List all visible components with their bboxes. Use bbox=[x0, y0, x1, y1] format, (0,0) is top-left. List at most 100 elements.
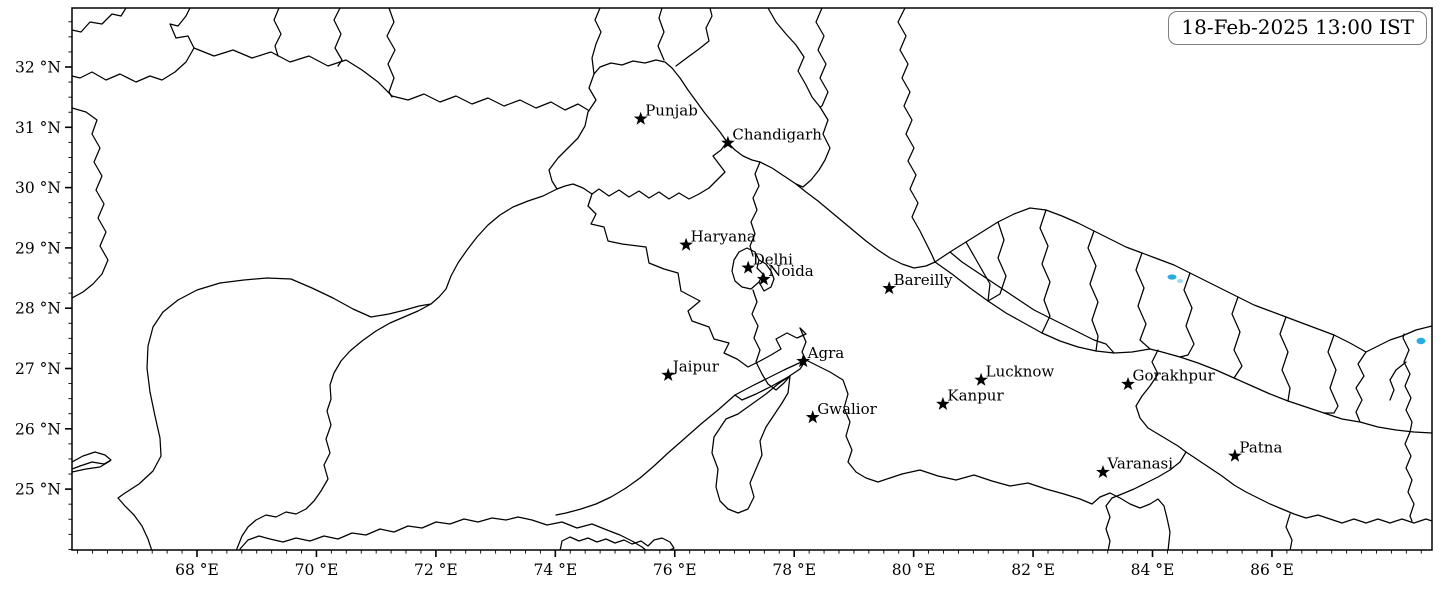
city-label: Gorakhpur bbox=[1133, 367, 1216, 385]
boundary-line bbox=[72, 8, 195, 83]
boundary-line bbox=[117, 282, 221, 550]
city-patna: Patna bbox=[1228, 438, 1282, 462]
boundary-line bbox=[72, 8, 127, 33]
city-marker-star bbox=[633, 111, 648, 125]
x-tick-label: 72 °E bbox=[414, 561, 458, 579]
boundary-line bbox=[386, 8, 396, 98]
city-marker-star bbox=[882, 281, 896, 295]
city-marker-star bbox=[936, 396, 950, 410]
city-bareilly: Bareilly bbox=[882, 271, 953, 295]
city-jaipur: Jaipur bbox=[661, 358, 720, 381]
boundary-line bbox=[1285, 513, 1293, 550]
boundary-line bbox=[726, 141, 761, 163]
city-punjab: Punjab bbox=[633, 101, 698, 125]
x-tick-label: 78 °E bbox=[772, 561, 816, 579]
x-tick-label: 84 °E bbox=[1131, 561, 1175, 579]
boundary-line bbox=[72, 107, 109, 299]
city-haryana: Haryana bbox=[679, 227, 756, 251]
city-marker-star bbox=[974, 372, 988, 386]
city-lucknow: Lucknow bbox=[974, 362, 1054, 386]
boundary-line bbox=[72, 460, 111, 473]
boundary-line bbox=[987, 221, 1007, 302]
city-delhi: Delhi bbox=[741, 250, 793, 274]
boundary-line bbox=[1135, 252, 1151, 350]
city-marker-star bbox=[1121, 377, 1135, 390]
city-label: Kanpur bbox=[947, 387, 1004, 405]
boundary-line bbox=[734, 359, 807, 401]
tick-labels-layer: 68 °E 70 °E 72 °E 74 °E 76 °E 78 °E 80 °E 82 °E… bbox=[15, 59, 1294, 580]
borders-layer bbox=[72, 8, 1432, 550]
city-chandigarh: Chandigarh bbox=[721, 125, 822, 149]
city-label: Gwalior bbox=[817, 400, 877, 418]
city-label: Bareilly bbox=[894, 271, 953, 289]
city-marker-star bbox=[721, 135, 735, 149]
lake bbox=[1416, 337, 1426, 345]
boundary-line bbox=[1355, 351, 1367, 423]
boundary-line bbox=[897, 8, 936, 263]
boundary-line bbox=[949, 251, 1115, 354]
x-tick-label: 82 °E bbox=[1011, 561, 1055, 579]
boundary-line bbox=[758, 259, 775, 292]
city-label: Varanasi bbox=[1106, 455, 1173, 473]
boundary-line bbox=[749, 161, 761, 257]
city-label: Jaipur bbox=[671, 358, 720, 376]
minor-ticks-layer bbox=[68, 21, 1422, 554]
boundary-line bbox=[1404, 431, 1415, 522]
y-tick-label: 28 °N bbox=[15, 300, 61, 318]
boundary-line bbox=[767, 8, 821, 108]
x-tick-label: 74 °E bbox=[533, 561, 577, 579]
y-tick-label: 31 °N bbox=[15, 119, 61, 137]
city-kanpur: Kanpur bbox=[936, 387, 1004, 410]
city-marker-star bbox=[756, 272, 771, 286]
boundary-line bbox=[556, 59, 728, 200]
boundary-line bbox=[1039, 209, 1051, 334]
city-label: Agra bbox=[807, 344, 845, 362]
boundary-line bbox=[1105, 349, 1187, 550]
ticks-layer bbox=[65, 66, 1273, 557]
boundary-line bbox=[239, 516, 647, 550]
boundary-line bbox=[559, 536, 675, 550]
city-gwalior: Gwalior bbox=[805, 400, 878, 424]
boundary-line bbox=[333, 8, 343, 67]
y-tick-label: 26 °N bbox=[15, 420, 61, 438]
boundary-line bbox=[795, 8, 831, 188]
x-tick-label: 76 °E bbox=[653, 561, 697, 579]
city-label: Chandigarh bbox=[732, 125, 822, 143]
boundary-line bbox=[1185, 451, 1432, 524]
city-label: Delhi bbox=[753, 250, 793, 268]
city-marker-star bbox=[661, 367, 675, 381]
y-tick-label: 29 °N bbox=[15, 239, 61, 257]
city-varanasi: Varanasi bbox=[1096, 455, 1173, 478]
boundary-line bbox=[799, 327, 807, 361]
boundary-line bbox=[965, 241, 991, 302]
lake bbox=[1167, 274, 1177, 280]
boundary-line bbox=[1179, 272, 1195, 358]
boundary-line bbox=[1365, 325, 1432, 353]
lakes-layer bbox=[1167, 274, 1426, 345]
boundary-line bbox=[219, 277, 432, 318]
boundary-line bbox=[759, 161, 936, 269]
boundary-line bbox=[1323, 334, 1339, 414]
y-tick-label: 30 °N bbox=[15, 179, 61, 197]
x-tick-label: 80 °E bbox=[892, 561, 936, 579]
boundary-line bbox=[751, 289, 791, 391]
city-marker-star bbox=[805, 410, 820, 424]
timestamp-badge: 18-Feb-2025 13:00 IST bbox=[1168, 11, 1427, 45]
x-tick-label: 70 °E bbox=[295, 561, 339, 579]
boundary-line bbox=[901, 469, 1171, 550]
plot-frame bbox=[71, 7, 1433, 551]
boundary-line bbox=[72, 451, 112, 470]
boundary-line bbox=[587, 193, 807, 368]
city-marker-star bbox=[1096, 465, 1110, 478]
city-marker-star bbox=[741, 260, 756, 274]
boundary-line bbox=[1389, 361, 1407, 401]
y-tick-label: 25 °N bbox=[15, 481, 61, 499]
boundary-line bbox=[1402, 333, 1413, 433]
y-tick-label: 27 °N bbox=[15, 360, 61, 378]
city-label: Noida bbox=[768, 262, 814, 280]
boundary-line bbox=[555, 394, 736, 516]
boundary-line bbox=[805, 359, 903, 483]
